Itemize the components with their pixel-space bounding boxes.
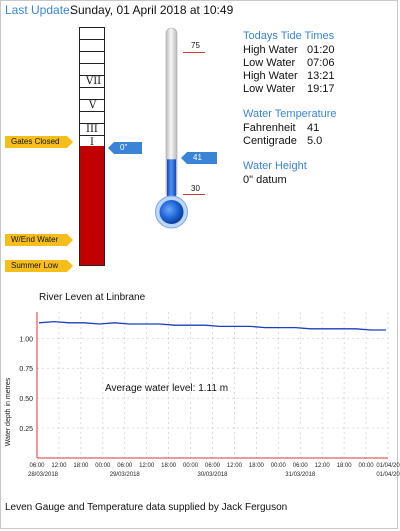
- chart-x-date-label: 29/03/2018: [110, 472, 141, 478]
- chart-y-tick-label: 0.75: [19, 366, 33, 373]
- tide-row-time: 19:17: [307, 83, 335, 95]
- river-gauge-board: VII V III I: [79, 27, 105, 266]
- thermometer-bulb: [159, 200, 184, 224]
- gauge-cell: [80, 52, 104, 64]
- chart-x-tick-label: 00:00: [183, 463, 199, 469]
- thermometer-graphic: [155, 27, 188, 229]
- last-update-label: Last Update:: [5, 3, 74, 17]
- gauge-cell: [80, 28, 104, 40]
- chart-x-tick-label: 06:00: [29, 463, 45, 469]
- temperature-pointer: 41: [181, 152, 217, 164]
- chart-x-tick-label: 18:00: [337, 463, 353, 469]
- chart-x-tick-label: 01/04/20: [376, 463, 400, 469]
- tide-row-time: 07:06: [307, 57, 335, 69]
- temperature-row-label: Fahrenheit: [243, 122, 296, 134]
- water-height-value: 0" datum: [243, 174, 287, 186]
- chart-x-tick-label: 18:00: [249, 463, 265, 469]
- chart-x-tick-label: 12:00: [315, 463, 331, 469]
- temperature-row-value: 5.0: [307, 135, 323, 147]
- chart-x-date-label: 01/04/20: [376, 472, 400, 478]
- chart-x-date-label: 31/03/2018: [285, 472, 316, 478]
- chart-y-axis-label: Water depth in metres: [5, 377, 12, 446]
- thermometer-label-30: 30: [191, 184, 200, 193]
- chart-x-tick-label: 18:00: [73, 463, 89, 469]
- gauge-cell: [80, 100, 104, 112]
- thermometer-mercury: [167, 159, 176, 210]
- chart-x-tick-label: 18:00: [161, 463, 177, 469]
- tide-row-label: High Water: [243, 44, 298, 56]
- chart-x-tick-label: 06:00: [117, 463, 133, 469]
- chart-y-tick-label: 1.00: [19, 336, 33, 343]
- chart-series-line: [38, 320, 386, 331]
- chart-x-tick-label: 00:00: [271, 463, 287, 469]
- data-credit: Leven Gauge and Temperature data supplie…: [5, 502, 288, 513]
- gauge-cell: [80, 88, 104, 100]
- gauge-cell: [80, 40, 104, 52]
- chart-x-tick-label: 12:00: [139, 463, 155, 469]
- chart-x-tick-label: 06:00: [205, 463, 221, 469]
- gauge-cell: [80, 124, 104, 136]
- chart-x-tick-label: 12:00: [227, 463, 243, 469]
- gauge-cell: [80, 76, 104, 88]
- gates-closed-marker: Gates Closed: [5, 136, 73, 148]
- last-update-value: Sunday, 01 April 2018 at 10:49: [70, 3, 234, 17]
- tide-row-label: Low Water: [243, 83, 296, 95]
- chart-x-date-label: 30/03/2018: [197, 472, 228, 478]
- gauge-fill: [80, 146, 104, 265]
- chart-annotation: Average water level: 1.11 m: [105, 383, 228, 394]
- thermometer-label-75: 75: [191, 41, 200, 50]
- chart-y-tick-label: 0.25: [19, 426, 33, 433]
- temperature-row-label: Centigrade: [243, 135, 297, 147]
- tide-row-label: High Water: [243, 70, 298, 82]
- water-temperature-heading: Water Temperature: [243, 108, 337, 120]
- summer-low-marker: Summer Low: [5, 260, 73, 272]
- thermometer-tick-75: [183, 52, 205, 53]
- water-level-chart: Water depth in metres Average water leve…: [5, 312, 400, 478]
- thermometer-tick-30: [183, 194, 205, 195]
- gauge-numeral-v: V: [89, 100, 97, 111]
- tide-row-label: Low Water: [243, 57, 296, 69]
- chart-x-date-label: 28/03/2018: [28, 472, 59, 478]
- gauge-numeral-vii: VII: [86, 76, 102, 87]
- tide-row-time: 01:20: [307, 44, 335, 56]
- chart-title: River Leven at Linbrane: [39, 292, 146, 303]
- tide-row-time: 13:21: [307, 70, 335, 82]
- water-height-heading: Water Height: [243, 160, 307, 172]
- gauge-numeral-i: I: [90, 137, 94, 148]
- chart-x-tick-label: 12:00: [51, 463, 67, 469]
- chart-x-tick-label: 00:00: [95, 463, 111, 469]
- gauge-numeral-iii: III: [86, 124, 98, 135]
- gauge-cell: [80, 64, 104, 76]
- chart-y-tick-label: 0.50: [19, 396, 33, 403]
- tide-times-heading: Todays Tide Times: [243, 30, 335, 42]
- gauge-cell: [80, 112, 104, 124]
- chart-x-tick-label: 00:00: [359, 463, 375, 469]
- chart-x-tick-label: 06:00: [293, 463, 309, 469]
- water-level-pointer: 0": [108, 142, 142, 154]
- temperature-row-value: 41: [307, 122, 320, 134]
- wend-water-marker: W/End Water: [5, 234, 73, 246]
